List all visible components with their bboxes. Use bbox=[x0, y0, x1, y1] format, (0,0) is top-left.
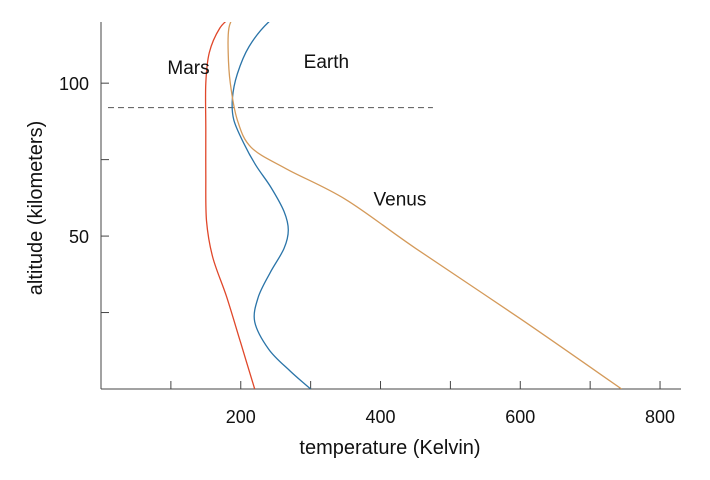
series-line-venus bbox=[227, 22, 622, 389]
x-tick-label: 400 bbox=[365, 407, 395, 427]
x-tick-label: 600 bbox=[505, 407, 535, 427]
y-axis-title: altitude (kilometers) bbox=[25, 121, 47, 296]
labels-group: Mars Earth Venus bbox=[167, 52, 426, 211]
series-line-earth bbox=[231, 22, 312, 389]
axes: 200 400 600 800 50 100 bbox=[59, 22, 681, 427]
series-label-earth: Earth bbox=[304, 52, 349, 73]
series-label-mars: Mars bbox=[167, 58, 209, 79]
x-axis-title: temperature (Kelvin) bbox=[299, 437, 480, 459]
x-tick-label: 800 bbox=[645, 407, 675, 427]
series-line-mars bbox=[204, 22, 256, 389]
series-label-venus: Venus bbox=[374, 190, 427, 211]
series-group bbox=[204, 22, 622, 389]
y-tick-label: 100 bbox=[59, 74, 89, 94]
x-tick-label: 200 bbox=[226, 407, 256, 427]
y-tick-label: 50 bbox=[69, 227, 89, 247]
